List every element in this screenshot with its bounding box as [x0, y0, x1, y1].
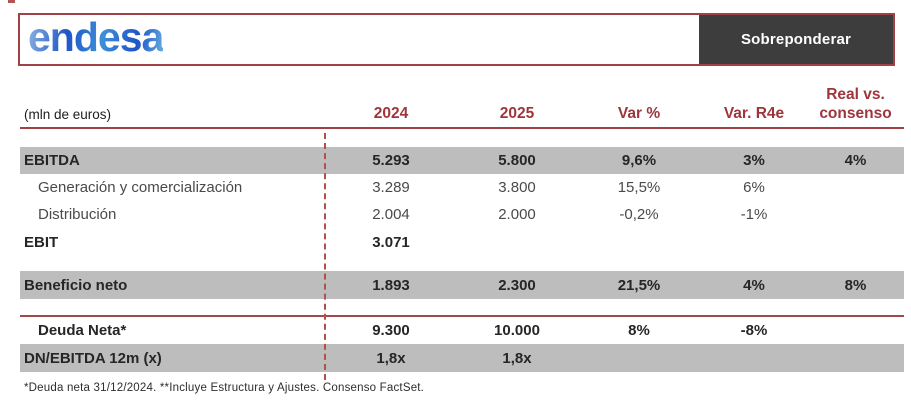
cell-var-r4e: 4% — [743, 276, 765, 294]
cell-2024: 9.300 — [372, 322, 410, 339]
unit-label: (mln de euros) — [24, 107, 112, 122]
cell-var-r4e: -1% — [740, 206, 768, 223]
footnote: *Deuda neta 31/12/2024. **Incluye Estruc… — [24, 382, 425, 394]
table-row-distribucion: Distribución 2.004 2.000 -0,2% -1% — [20, 201, 904, 228]
table-header-row: (mln de euros) 2024 2025 Var % Var. R4e … — [20, 86, 904, 129]
table-row-ebitda: EBITDA 5.293 5.800 9,6% 3% 4% — [20, 147, 904, 174]
table-row-dn-ebitda: DN/EBITDA 12m (x) 1,8x 1,8x — [20, 344, 904, 372]
row-label: Beneficio neto — [24, 276, 128, 294]
column-header-real-vs-consenso: Real vs. consenso — [819, 86, 892, 122]
cell-var-pct: 8% — [628, 322, 650, 339]
row-label: DN/EBITDA 12m (x) — [24, 349, 162, 367]
table-row-beneficio-neto: Beneficio neto 1.893 2.300 21,5% 4% 8% — [20, 271, 904, 299]
endesa-logo: endesa — [28, 14, 164, 60]
dotted-column-divider — [324, 133, 326, 380]
column-header-2024: 2024 — [373, 104, 409, 122]
row-label: Distribución — [38, 206, 117, 223]
cell-2025: 2.300 — [498, 276, 536, 294]
cell-var-pct: 15,5% — [617, 179, 661, 196]
cell-2024: 5.293 — [372, 152, 410, 169]
row-label: EBIT — [24, 233, 59, 251]
financials-table: (mln de euros) 2024 2025 Var % Var. R4e … — [20, 86, 904, 372]
red-separator-rule — [20, 315, 904, 317]
cell-2025: 5.800 — [498, 152, 536, 169]
row-label: EBITDA — [24, 152, 80, 169]
cell-var-r4e: 6% — [743, 179, 765, 196]
cell-real-vs-consenso: 4% — [844, 152, 867, 169]
column-header-var-pct: Var % — [617, 104, 661, 122]
cell-2025: 3.800 — [498, 179, 536, 196]
cell-2024: 3.289 — [372, 179, 410, 196]
cell-2024: 3.071 — [372, 233, 410, 251]
column-header-2025: 2025 — [499, 104, 535, 122]
top-edge-red-mark — [8, 0, 15, 3]
rating-badge-label: Sobreponderar — [740, 31, 852, 48]
cell-2024: 1,8x — [376, 349, 406, 367]
cell-var-pct: -0,2% — [619, 206, 659, 223]
table-row-ebit: EBIT 3.071 — [20, 228, 904, 256]
cell-var-r4e: -8% — [740, 322, 768, 339]
cell-2024: 1.893 — [372, 276, 410, 294]
cell-2025: 1,8x — [502, 349, 532, 367]
cell-real-vs-consenso: 8% — [844, 276, 867, 294]
row-label: Deuda Neta* — [38, 322, 127, 339]
row-label: Generación y comercialización — [38, 179, 243, 196]
cell-var-pct: 9,6% — [621, 152, 657, 169]
cell-var-r4e: 3% — [743, 152, 765, 169]
rating-badge: Sobreponderar — [699, 15, 893, 64]
brand-bar: endesa Sobreponderar — [18, 13, 895, 66]
cell-2025: 10.000 — [494, 322, 540, 339]
table-row-generacion: Generación y comercialización 3.289 3.80… — [20, 174, 904, 201]
cell-2024: 2.004 — [372, 206, 410, 223]
cell-2025: 2.000 — [498, 206, 536, 223]
cell-var-pct: 21,5% — [617, 276, 661, 294]
table-row-deuda-neta: Deuda Neta* 9.300 10.000 8% -8% — [20, 317, 904, 344]
column-header-var-r4e: Var. R4e — [723, 104, 785, 122]
